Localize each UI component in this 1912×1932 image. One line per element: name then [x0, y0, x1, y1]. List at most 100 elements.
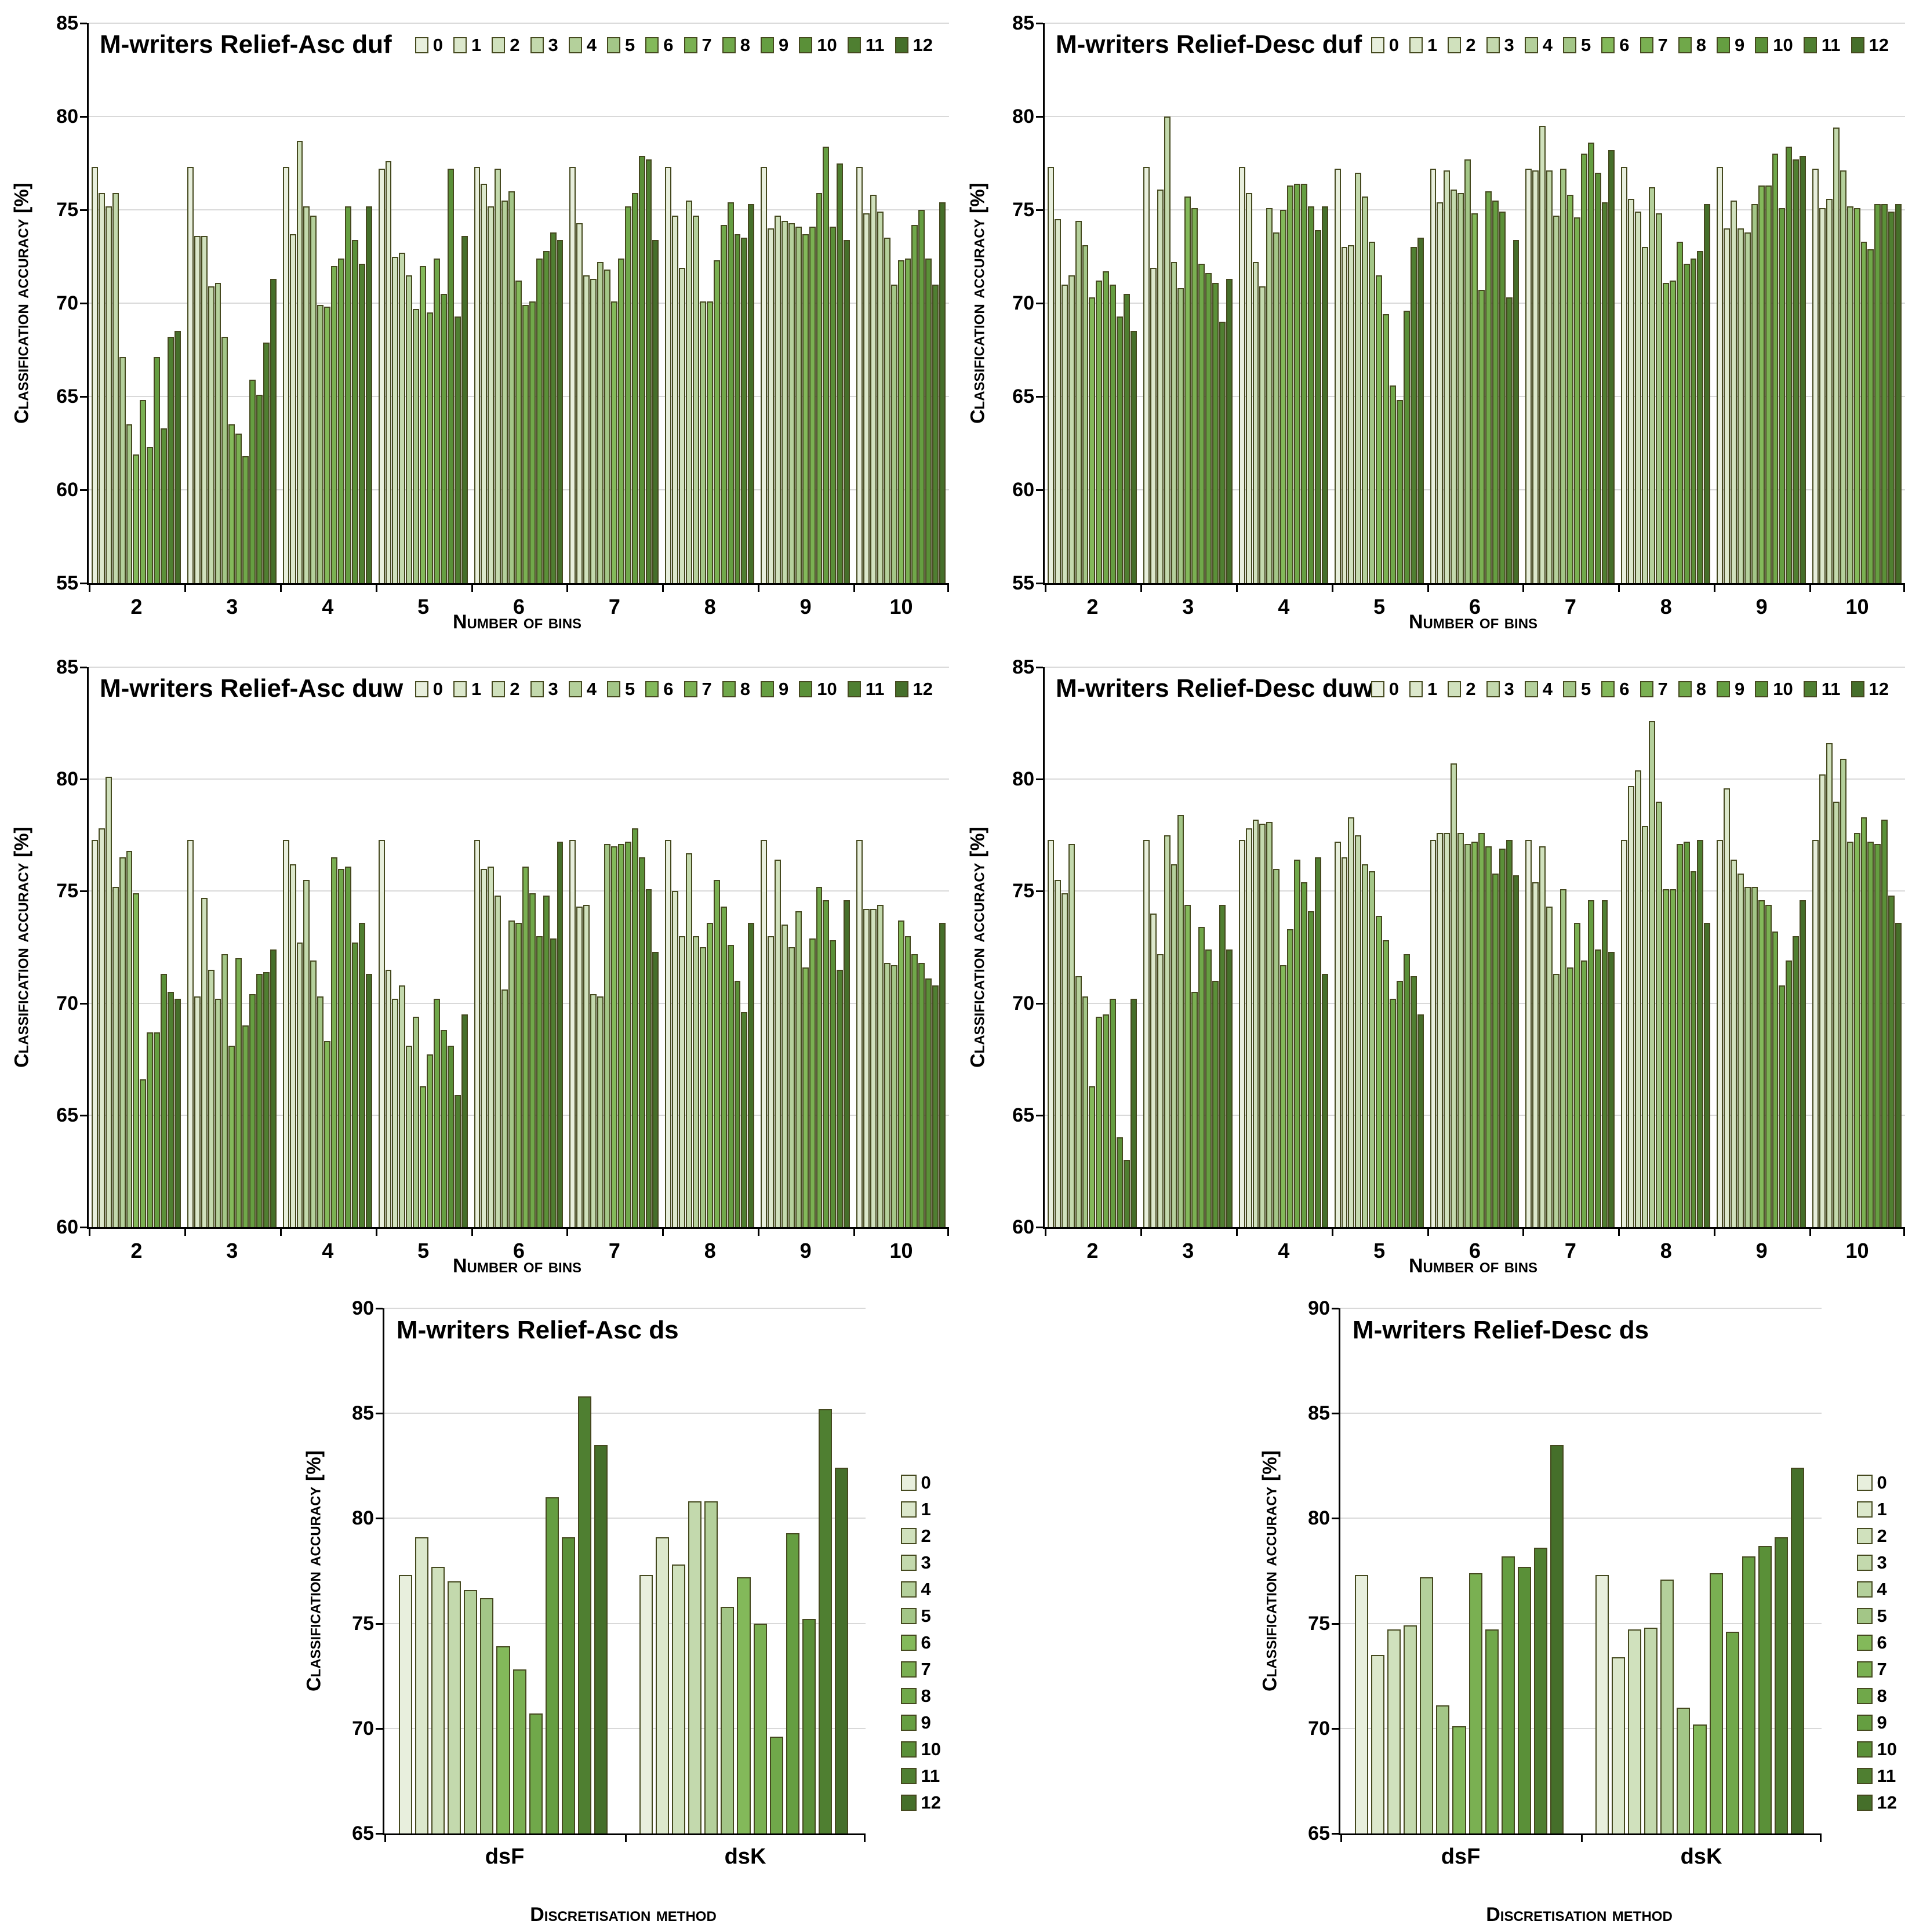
bar-series-12: [270, 949, 277, 1227]
legend-item-10: 10: [1755, 36, 1793, 54]
bar-series-5: [1655, 213, 1662, 583]
bar-series-9: [823, 900, 830, 1227]
legend-item-3: 3: [1486, 36, 1514, 54]
bar-series-3: [1737, 228, 1744, 583]
bar-series-11: [741, 238, 748, 583]
bar-series-11: [645, 159, 652, 583]
legend-label: 8: [740, 35, 750, 55]
legend-item-4: 4: [1856, 1580, 1887, 1598]
legend-swatch-icon: [895, 681, 908, 697]
bar-series-12: [748, 204, 755, 583]
y-tick-label: 80: [56, 105, 78, 128]
bar-series-2: [1539, 846, 1546, 1227]
bar-series-8: [1485, 1629, 1499, 1833]
chart-relief-asc-duf: 55 60 65 70 75 80 85 2 3 4 5 6 7 8 9 10 M-writers Relie…: [0, 0, 956, 644]
bar-series-6: [1662, 889, 1669, 1227]
legend-label: 1: [471, 35, 482, 55]
y-tick-label: 75: [1012, 880, 1034, 903]
legend-swatch-icon: [1856, 1554, 1873, 1571]
legend-swatch-icon: [847, 37, 861, 53]
bar-series-9: [1396, 400, 1403, 583]
bar-series-3: [686, 853, 692, 1227]
y-tick: [80, 1002, 87, 1005]
chart-title: M-writers Relief-Asc ds: [397, 1316, 679, 1344]
bar-series-2: [870, 195, 877, 583]
legend-swatch-icon: [1856, 1687, 1873, 1704]
bar-series-8: [147, 1032, 154, 1227]
bar-series-10: [1117, 1137, 1124, 1227]
bar-series-2: [1635, 770, 1642, 1227]
gridline: [89, 778, 949, 780]
legend-label: 3: [1877, 1552, 1887, 1573]
bar-series-7: [617, 258, 624, 583]
y-tick-label: 65: [1012, 385, 1034, 407]
bar-series-10: [925, 258, 932, 583]
bar-series-0: [569, 166, 576, 583]
y-tick-label: 90: [352, 1297, 374, 1319]
bar-series-9: [1874, 204, 1881, 583]
bar-series-8: [1103, 271, 1110, 583]
bar-series-11: [1697, 839, 1704, 1227]
bar-series-2: [679, 936, 686, 1227]
bar-series-9: [918, 210, 925, 583]
bar-series-9: [345, 206, 351, 583]
legend-label: 5: [1877, 1606, 1887, 1626]
x-axis-title: Number of bins: [1408, 1255, 1538, 1277]
legend-label: 11: [1877, 1766, 1896, 1786]
gridline: [1045, 116, 1905, 117]
legend-item-8: 8: [1856, 1687, 1887, 1705]
x-category-label: 5: [1373, 595, 1386, 618]
bar-series-4: [1744, 232, 1751, 583]
bar-series-4: [597, 996, 604, 1227]
bar-series-6: [802, 234, 809, 583]
x-category-label: dsF: [485, 1844, 525, 1869]
bar-series-9: [1874, 844, 1881, 1227]
bar-series-0: [1334, 169, 1341, 583]
bar-series-2: [870, 909, 877, 1227]
bar-series-10: [1307, 911, 1314, 1227]
legend-label: 5: [921, 1606, 931, 1626]
x-tick: [1618, 1229, 1620, 1236]
bar-series-5: [1177, 288, 1184, 583]
y-axis-title: Classification accuracy [%]: [966, 827, 989, 1068]
y-tick-label: 85: [1012, 12, 1034, 34]
legend-item-9: 9: [761, 680, 788, 698]
bar-series-6: [1853, 832, 1860, 1227]
legend-item-2: 2: [492, 680, 520, 698]
legend-item-11: 11: [900, 1767, 940, 1785]
bar-series-6: [133, 454, 140, 583]
legend-item-10: 10: [1755, 680, 1793, 698]
bar-series-9: [545, 1497, 559, 1833]
y-tick: [1332, 1622, 1339, 1625]
bar-series-10: [1499, 848, 1506, 1227]
bar-series-2: [488, 206, 495, 583]
bar-series-5: [699, 301, 706, 583]
legend-label: 8: [740, 679, 750, 699]
bar-series-6: [496, 1646, 510, 1833]
bar-series-3: [1355, 835, 1362, 1227]
legend-swatch-icon: [1601, 681, 1615, 697]
bar-series-5: [1655, 801, 1662, 1227]
x-tick: [471, 1229, 473, 1236]
bar-series-2: [1539, 126, 1546, 583]
legend-item-2: 2: [900, 1527, 931, 1545]
plot-area: 60 65 70 75 80 85 2 3 4 5 6 7 8 9 10: [56, 657, 949, 1262]
y-tick-label: 65: [56, 385, 78, 407]
bar-series-3: [1642, 247, 1648, 583]
bar-series-12: [557, 842, 564, 1227]
bar-series-12: [939, 922, 946, 1227]
legend-label: 6: [921, 1632, 931, 1653]
bar-series-9: [1492, 873, 1499, 1227]
bar-series-3: [495, 896, 501, 1227]
bar-series-1: [1054, 880, 1061, 1227]
bar-series-10: [561, 1537, 575, 1833]
bar-series-4: [1171, 864, 1177, 1227]
bar-series-4: [692, 215, 699, 583]
y-tick: [80, 116, 87, 118]
x-tick: [89, 585, 90, 592]
bar-series-10: [543, 250, 550, 583]
bar-series-0: [378, 169, 385, 583]
bar-series-11: [837, 163, 844, 583]
bar-series-8: [816, 886, 823, 1227]
bar-series-12: [557, 239, 564, 583]
